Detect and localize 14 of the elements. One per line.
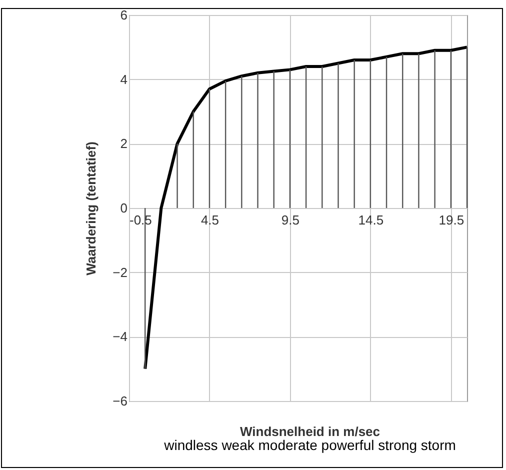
y-axis-title: Waardering (tentatief) (84, 142, 99, 276)
y-tick-label: −6 (112, 394, 128, 408)
y-tick-label: −4 (112, 329, 128, 344)
y-tick-label: −2 (112, 264, 128, 280)
x-tick-label: 4.5 (200, 212, 220, 228)
y-tick-label: 2 (120, 136, 128, 152)
y-tick-label: 6 (120, 8, 128, 22)
text: windless weak moderate powerful strong storm (163, 437, 456, 453)
x-tick-label: 9.5 (281, 212, 300, 228)
y-tick-label: 0 (120, 200, 128, 216)
x-axis-title: Windsnelheid in m/sec (240, 424, 380, 439)
y-tick-label: 4 (120, 72, 128, 87)
x-tick-label: 19.5 (438, 212, 464, 228)
x-tick-label: 14.5 (358, 212, 384, 228)
